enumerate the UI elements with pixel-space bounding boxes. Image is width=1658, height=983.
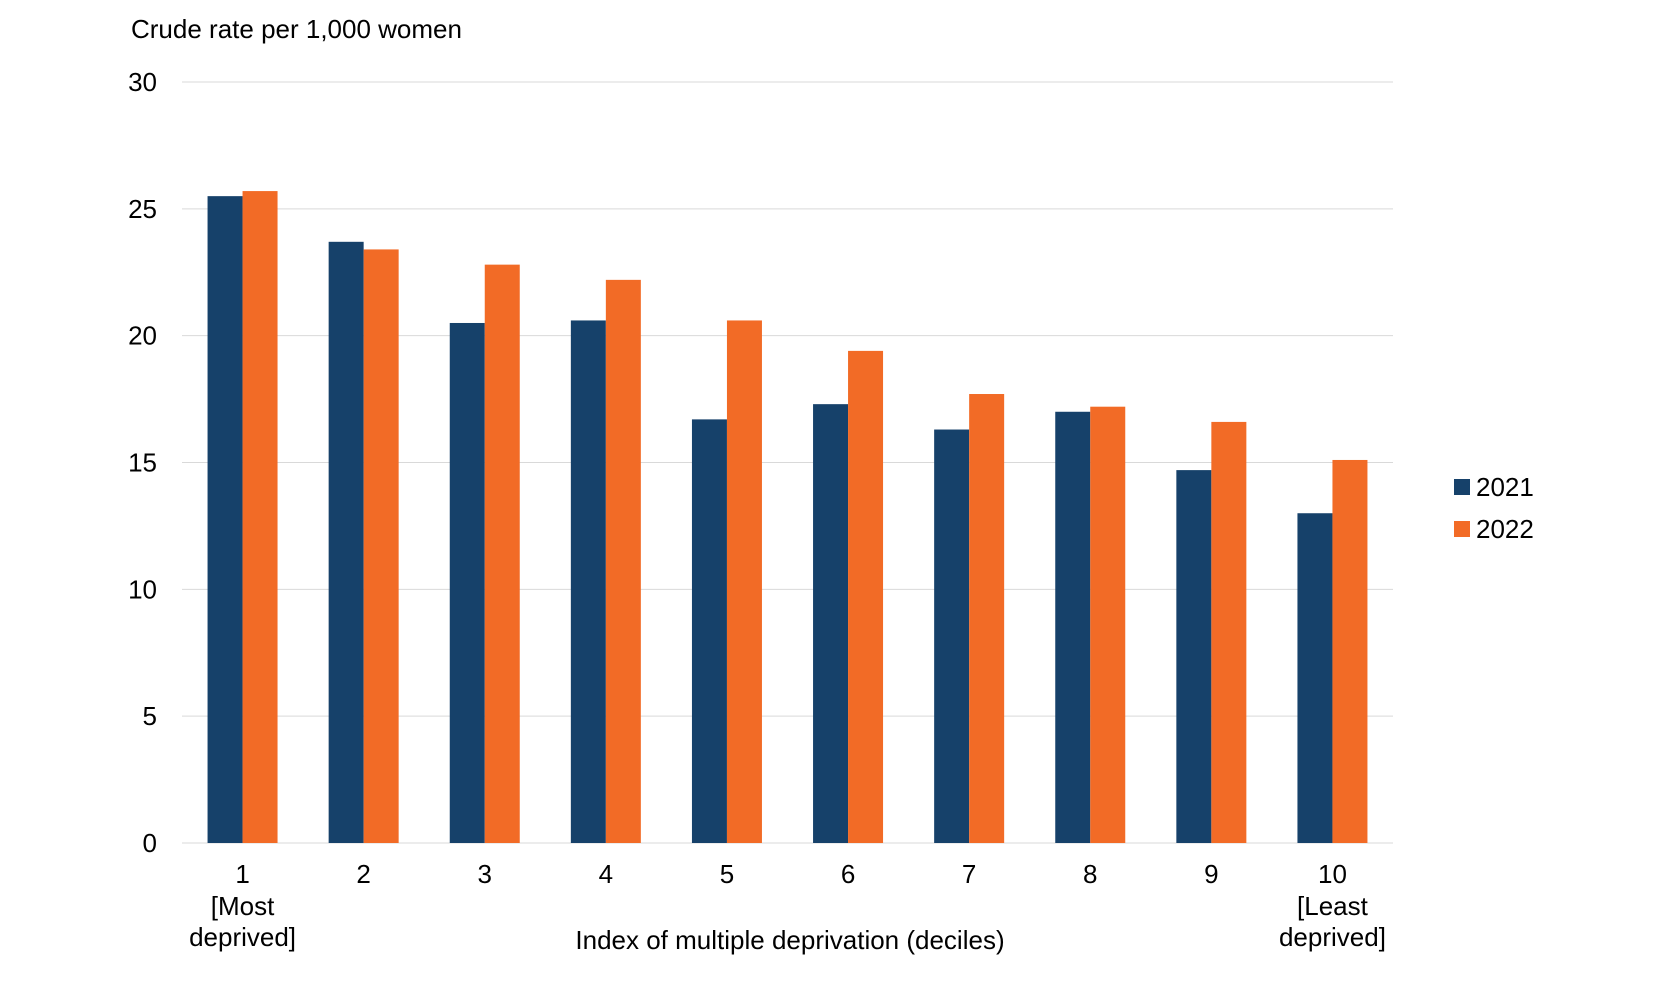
x-tick-label: 9 bbox=[1204, 859, 1218, 889]
y-tick-label: 0 bbox=[143, 828, 157, 858]
bar-2022-decile-10 bbox=[1332, 459, 1368, 843]
bar-2022-decile-2 bbox=[363, 249, 399, 844]
x-tick-sublabel: deprived] bbox=[189, 922, 296, 952]
bar-2022-decile-6 bbox=[848, 350, 884, 843]
x-tick-label: 8 bbox=[1083, 859, 1097, 889]
legend-swatch-2021 bbox=[1454, 479, 1470, 495]
x-tick-sublabel: [Most bbox=[211, 891, 275, 921]
x-tick-label: 4 bbox=[599, 859, 613, 889]
bar-2021-decile-6 bbox=[813, 404, 849, 843]
bar-2021-decile-2 bbox=[328, 241, 364, 843]
x-tick-sublabel: deprived] bbox=[1279, 922, 1386, 952]
bar-2021-decile-8 bbox=[1055, 411, 1091, 843]
x-tick-sublabel: [Least bbox=[1297, 891, 1369, 921]
y-tick-label: 15 bbox=[128, 448, 157, 478]
y-tick-label: 20 bbox=[128, 321, 157, 351]
bar-2022-decile-4 bbox=[605, 279, 641, 843]
bar-2021-decile-4 bbox=[570, 320, 606, 843]
bar-2022-decile-9 bbox=[1211, 421, 1247, 843]
bar-2021-decile-7 bbox=[934, 429, 970, 843]
bar-2021-decile-10 bbox=[1297, 513, 1333, 843]
y-tick-label: 5 bbox=[143, 701, 157, 731]
x-axis-title: Index of multiple deprivation (deciles) bbox=[575, 925, 1004, 955]
bar-2021-decile-3 bbox=[449, 322, 485, 843]
bar-2021-decile-1 bbox=[207, 196, 243, 843]
legend-label-2021: 2021 bbox=[1476, 472, 1534, 502]
bar-2022-decile-8 bbox=[1090, 406, 1126, 843]
y-tick-label: 25 bbox=[128, 194, 157, 224]
x-tick-label: 1 bbox=[235, 859, 249, 889]
x-tick-label: 6 bbox=[841, 859, 855, 889]
legend-label-2022: 2022 bbox=[1476, 514, 1534, 544]
bar-2021-decile-9 bbox=[1176, 470, 1212, 843]
y-tick-label: 10 bbox=[128, 574, 157, 604]
y-tick-label: 30 bbox=[128, 67, 157, 97]
x-tick-label: 5 bbox=[720, 859, 734, 889]
bar-2022-decile-5 bbox=[726, 320, 762, 843]
x-tick-label: 2 bbox=[356, 859, 370, 889]
y-axis-tick-labels: 0 5 10 15 20 25 30 bbox=[128, 67, 157, 858]
legend: 2021 2022 bbox=[1454, 472, 1534, 544]
legend-swatch-2022 bbox=[1454, 521, 1470, 537]
y-axis-title: Crude rate per 1,000 women bbox=[131, 14, 462, 44]
x-tick-label: 10 bbox=[1318, 859, 1347, 889]
bar-2022-decile-3 bbox=[484, 264, 520, 843]
bar-2021-decile-5 bbox=[691, 419, 727, 843]
bar-2022-decile-7 bbox=[969, 394, 1005, 843]
bars bbox=[207, 191, 1368, 844]
x-tick-label: 7 bbox=[962, 859, 976, 889]
bar-2022-decile-1 bbox=[242, 191, 278, 843]
x-tick-label: 3 bbox=[478, 859, 492, 889]
